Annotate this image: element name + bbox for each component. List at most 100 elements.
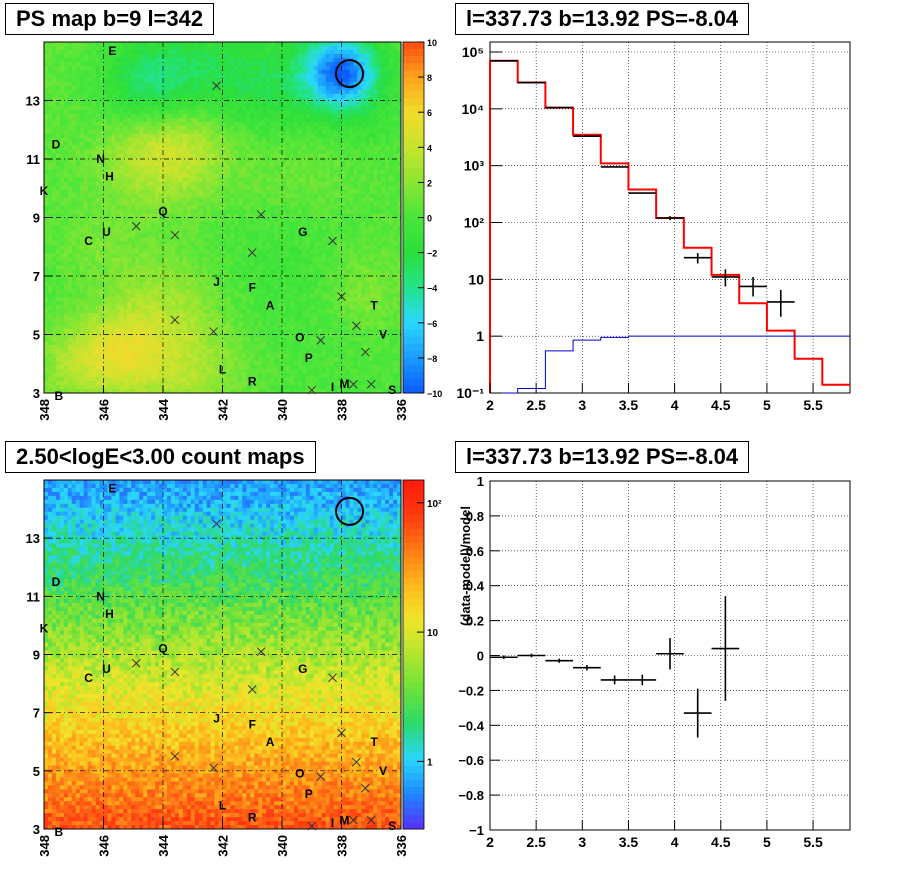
heatmap-cell — [321, 93, 326, 99]
heatmap-cell — [357, 241, 362, 246]
heatmap-cell — [59, 161, 65, 166]
heatmap-cell — [75, 141, 80, 147]
heatmap-cell — [44, 49, 49, 55]
heatmap-cell — [103, 89, 108, 95]
heatmap-cell — [135, 241, 140, 246]
heatmap-cell — [270, 253, 275, 258]
heatmap-cell — [321, 53, 326, 59]
heatmap-cell — [250, 209, 255, 214]
heatmap-cell — [95, 121, 100, 127]
heatmap-cell — [166, 193, 172, 198]
heatmap-cell — [103, 213, 108, 218]
heatmap-cell — [67, 165, 73, 170]
heatmap-cell — [274, 177, 279, 182]
heatmap-cell — [377, 153, 382, 158]
heatmap-cell — [170, 61, 176, 67]
heatmap-cell — [309, 42, 315, 47]
heatmap-cell — [250, 57, 255, 63]
heatmap-cell — [135, 245, 140, 250]
heatmap-cell — [190, 69, 196, 75]
heatmap-cell — [119, 73, 124, 79]
heatmap-cell — [87, 61, 92, 67]
heatmap-cell — [345, 129, 350, 135]
heatmap-cell — [297, 65, 303, 71]
heatmap-cell — [258, 42, 263, 47]
heatmap-cell — [210, 42, 215, 47]
heatmap-cell — [397, 42, 402, 47]
heatmap-cell — [63, 89, 69, 95]
heatmap-cell — [123, 209, 128, 214]
heatmap-cell — [44, 201, 49, 206]
heatmap-cell — [111, 185, 116, 190]
heatmap-cell — [297, 201, 303, 206]
heatmap-cell — [91, 101, 96, 107]
heatmap-cell — [266, 241, 271, 246]
heatmap-cell — [166, 149, 172, 154]
heatmap-cell — [278, 97, 283, 103]
heatmap-cell — [305, 165, 311, 170]
heatmap-cell — [246, 81, 251, 87]
heatmap-cell — [262, 117, 267, 123]
heatmap-cell — [182, 237, 188, 242]
heatmap-cell — [218, 77, 223, 83]
heatmap-cell — [119, 205, 124, 210]
heatmap-cell — [174, 201, 180, 206]
heatmap-cell — [337, 113, 342, 119]
heatmap-cell — [159, 217, 164, 222]
heatmap-cell — [377, 97, 382, 103]
heatmap-cell — [95, 109, 100, 115]
heatmap-cell — [262, 73, 267, 79]
heatmap-cell — [325, 185, 330, 190]
heatmap-cell — [163, 49, 168, 55]
heatmap-cell — [63, 105, 69, 111]
heatmap-cell — [262, 189, 267, 194]
heatmap-cell — [194, 141, 199, 147]
heatmap-cell — [186, 121, 192, 127]
heatmap-cell — [393, 61, 398, 67]
heatmap-cell — [313, 165, 318, 170]
heatmap-cell — [87, 125, 92, 131]
heatmap-cell — [258, 185, 263, 190]
heatmap-cell — [333, 121, 338, 127]
heatmap-cell — [274, 253, 279, 258]
heatmap-cell — [254, 125, 259, 131]
heatmap-cell — [67, 217, 73, 222]
heatmap-cell — [190, 81, 196, 87]
heatmap-cell — [345, 45, 350, 51]
heatmap-cell — [135, 61, 140, 67]
heatmap-cell — [321, 85, 326, 91]
heatmap-cell — [397, 61, 402, 67]
heatmap-cell — [159, 177, 164, 182]
heatmap-cell — [178, 233, 184, 238]
heatmap-cell — [214, 161, 219, 166]
heatmap-cell — [79, 209, 84, 214]
heatmap-cell — [274, 153, 279, 158]
heatmap-cell — [194, 57, 199, 63]
heatmap-cell — [309, 201, 315, 206]
heatmap-cell — [155, 81, 160, 87]
heatmap-cell — [262, 249, 267, 254]
heatmap-cell — [365, 49, 370, 55]
heatmap-cell — [365, 253, 370, 258]
heatmap-cell — [385, 185, 390, 190]
heatmap-cell — [234, 253, 239, 258]
heatmap-cell — [111, 209, 116, 214]
heatmap-cell — [278, 237, 283, 242]
heatmap-cell — [63, 225, 69, 230]
heatmap-cell — [51, 85, 57, 91]
heatmap-cell — [67, 201, 73, 206]
heatmap-cell — [250, 237, 255, 242]
heatmap-cell — [174, 173, 180, 178]
heatmap-cell — [99, 201, 104, 206]
heatmap-cell — [289, 65, 295, 71]
heatmap-cell — [258, 77, 263, 83]
heatmap-cell — [63, 253, 69, 258]
heatmap-cell — [226, 149, 231, 154]
heatmap-cell — [226, 73, 231, 79]
heatmap-cell — [325, 169, 330, 174]
heatmap-cell — [147, 49, 152, 55]
heatmap-cell — [194, 61, 199, 67]
heatmap-cell — [155, 149, 160, 154]
heatmap-cell — [135, 109, 140, 115]
heatmap-cell — [357, 117, 362, 123]
